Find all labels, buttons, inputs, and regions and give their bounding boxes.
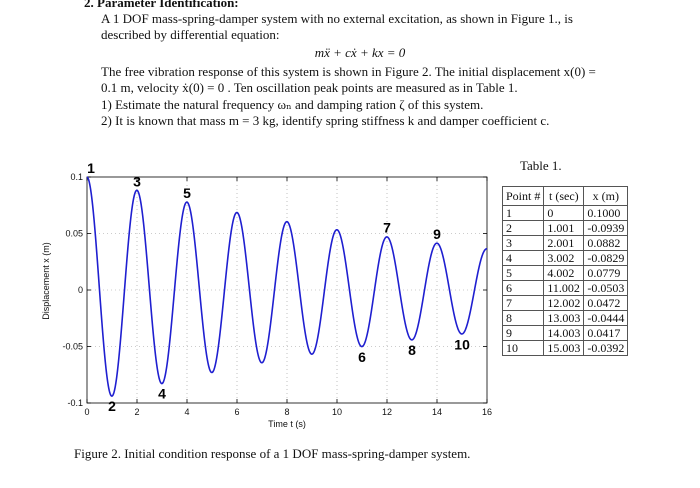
table-row: 9 14.003 0.0417	[501, 325, 629, 341]
problem-intro-line1: A 1 DOF mass-spring-damper system with n…	[101, 11, 573, 26]
x-axis-label: Time t (s)	[268, 419, 306, 429]
table-row: 10 15.003 -0.0392	[501, 340, 629, 356]
x-tick-label: 8	[284, 407, 289, 417]
time-cell: 11.002	[543, 280, 585, 296]
time-cell: 15.003	[543, 340, 585, 356]
point-cell: 5	[501, 265, 545, 281]
table-row: 3 2.001 0.0882	[501, 235, 629, 251]
time-cell: 1.001	[543, 220, 585, 236]
time-cell: 3.002	[543, 250, 585, 266]
time-cell: 2.001	[543, 235, 585, 251]
point-cell: 10	[501, 340, 545, 356]
peak-label: 10	[454, 336, 470, 352]
displacement-cell: 0.0472	[583, 295, 629, 311]
table-row: 2 1.001 -0.0939	[501, 220, 629, 236]
x-tick-label: 0	[84, 407, 89, 417]
table-row: 1 0 0.1000	[501, 205, 629, 221]
peak-label: 6	[358, 349, 366, 365]
peak-label: 1	[87, 160, 95, 176]
table-row: 6 11.002 -0.0503	[501, 280, 629, 296]
response-line2: 0.1 m, velocity ẋ(0) = 0 . Ten oscillati…	[101, 80, 518, 95]
response-line	[86, 176, 487, 397]
y-axis-label: Displacement x (m)	[41, 242, 51, 320]
point-cell: 6	[501, 280, 545, 296]
differential-equation: mẍ + cẋ + kx = 0	[314, 45, 406, 60]
peak-label: 4	[158, 386, 166, 402]
x-tick-label: 10	[332, 407, 342, 417]
y-tick-label: 0.1	[70, 172, 83, 182]
problem-heading: 2. Parameter Identification:	[84, 0, 239, 10]
table-row: 8 13.003 -0.0444	[501, 310, 629, 326]
peak-table: Point # t (sec) x (m) 1 0 0.1000 2 1.001 -0.0…	[501, 186, 629, 356]
peak-label: 8	[408, 342, 416, 358]
header-displacement: x (m)	[583, 186, 629, 206]
x-tick-label: 14	[432, 407, 442, 417]
peak-label: 3	[133, 173, 141, 189]
chart-grid	[87, 177, 487, 403]
displacement-cell: -0.0444	[583, 310, 629, 326]
displacement-cell: -0.0939	[583, 220, 629, 236]
peak-label: 9	[433, 226, 441, 242]
time-cell: 4.002	[543, 265, 585, 281]
problem-intro-line2: described by differential equation:	[101, 27, 280, 42]
table-row: 4 3.002 -0.0829	[501, 250, 629, 266]
header-time: t (sec)	[543, 186, 585, 206]
y-tick-label: -0.05	[62, 342, 83, 352]
time-cell: 0	[543, 205, 585, 221]
x-tick-label: 12	[382, 407, 392, 417]
x-tick-label: 2	[134, 407, 139, 417]
displacement-cell: -0.0392	[583, 340, 629, 356]
y-tick-label: 0.05	[65, 229, 83, 239]
header-point: Point #	[501, 186, 545, 206]
x-tick-label: 4	[184, 407, 189, 417]
x-tick-label: 6	[234, 407, 239, 417]
table-row: 7 12.002 0.0472	[501, 295, 629, 311]
displacement-cell: 0.0779	[583, 265, 629, 281]
displacement-cell: 0.1000	[583, 205, 629, 221]
point-cell: 9	[501, 325, 545, 341]
peak-label: 5	[183, 185, 191, 201]
y-tick-label: 0	[78, 285, 83, 295]
point-cell: 2	[501, 220, 545, 236]
x-tick-label: 16	[482, 407, 492, 417]
point-cell: 7	[501, 295, 545, 311]
table-row: 5 4.002 0.0779	[501, 265, 629, 281]
chart-axes: 0 2 4 6 8 10 12 14 16 -0.1 -0.05 0 0.05 0.1	[62, 172, 492, 417]
y-tick-label: -0.1	[67, 398, 83, 408]
point-cell: 3	[501, 235, 545, 251]
task-1: 1) Estimate the natural frequency ωₙ and…	[101, 97, 484, 112]
task-2: 2) It is known that mass m = 3 kg, ident…	[101, 113, 550, 128]
peak-label: 7	[383, 220, 391, 236]
point-cell: 1	[501, 205, 545, 221]
point-cell: 4	[501, 250, 545, 266]
figure-caption: Figure 2. Initial condition response of …	[74, 446, 471, 461]
table-header-row: Point # t (sec) x (m)	[501, 186, 629, 206]
response-line1: The free vibration response of this syst…	[101, 64, 596, 79]
time-cell: 12.002	[543, 295, 585, 311]
point-cell: 8	[501, 310, 545, 326]
time-cell: 14.003	[543, 325, 585, 341]
displacement-cell: 0.0882	[583, 235, 629, 251]
table-caption: Table 1.	[520, 158, 562, 173]
peak-label: 2	[108, 398, 116, 414]
displacement-cell: -0.0829	[583, 250, 629, 266]
time-cell: 13.003	[543, 310, 585, 326]
displacement-cell: 0.0417	[583, 325, 629, 341]
displacement-cell: -0.0503	[583, 280, 629, 296]
